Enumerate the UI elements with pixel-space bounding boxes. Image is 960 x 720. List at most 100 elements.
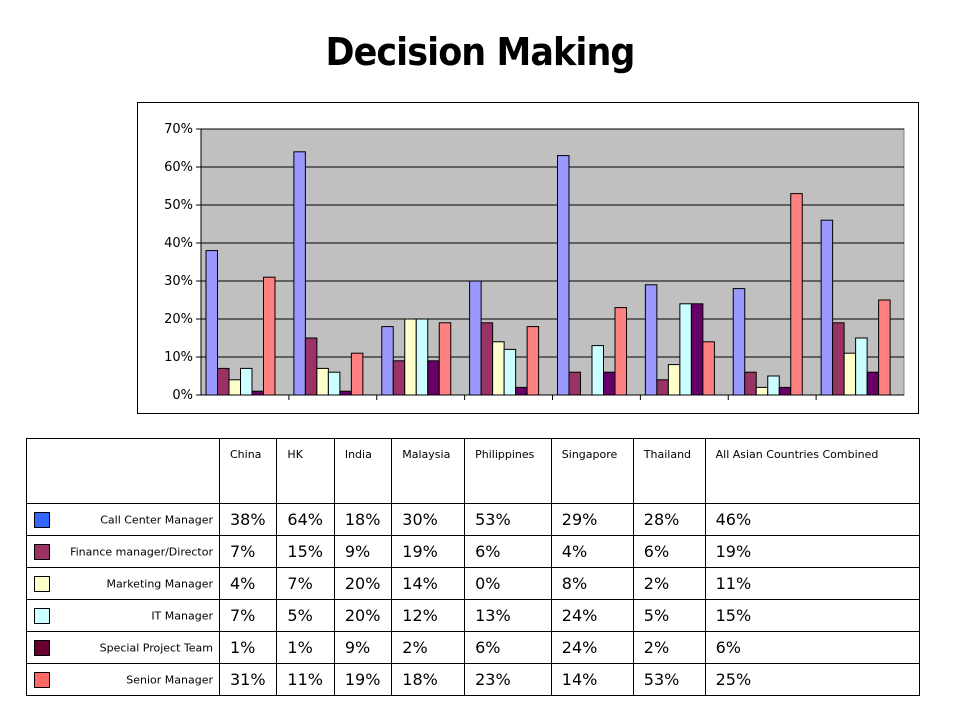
data-label: 2% (632, 631, 706, 664)
chart-title: Decision Making (325, 30, 635, 74)
bar (568, 371, 581, 396)
data-label: 9% (333, 535, 393, 568)
data-label: 20% (333, 567, 393, 600)
column-header: India (333, 438, 393, 504)
legend-swatch (34, 639, 50, 656)
bar (327, 371, 341, 396)
row-label-cell: IT Manager (26, 599, 220, 632)
data-label: 11% (276, 663, 335, 696)
bar (732, 288, 746, 396)
bar (644, 284, 658, 396)
bar (251, 390, 264, 396)
bar (855, 337, 868, 396)
table-corner (26, 438, 220, 504)
data-label: 5% (632, 599, 706, 632)
column-header: All Asian Countries Combined (704, 438, 921, 504)
bar (679, 303, 692, 396)
bar (438, 322, 452, 396)
bar (392, 360, 406, 396)
bar (427, 360, 440, 396)
y-tick-label: 40% (164, 236, 193, 251)
row-label-cell: Senior Manager (26, 663, 220, 696)
data-label: 5% (276, 599, 335, 632)
series-label: Special Project Team (99, 641, 213, 654)
row-label-cell: Special Project Team (26, 631, 220, 664)
data-label: 19% (333, 663, 393, 696)
bar (866, 371, 880, 396)
table-row: IT Manager 7% 5% 20% 12% 13% 24% 5% 15% (26, 599, 921, 632)
bar (557, 155, 570, 396)
table-row: Call Center Manager 38% 64% 18% 30% 53% 29% 28%… (26, 503, 921, 536)
row-label-cell: Call Center Manager (26, 503, 220, 536)
bar (515, 386, 528, 396)
table-row: Marketing Manager 4% 7% 20% 14% 0% 8% 2% 11% (26, 567, 921, 600)
bar (755, 386, 769, 396)
data-label: 2% (632, 567, 706, 600)
data-label: 8% (550, 567, 634, 600)
row-label-cell: Finance manager/Director (26, 535, 220, 568)
bar (702, 341, 715, 396)
data-label: 14% (550, 663, 634, 696)
data-label: 19% (391, 535, 466, 568)
bar (614, 307, 627, 396)
bar (767, 375, 780, 396)
data-label: 12% (391, 599, 466, 632)
bar (832, 322, 845, 396)
data-label: 31% (218, 663, 278, 696)
y-tick-label: 60% (164, 160, 193, 175)
data-label: 2% (391, 631, 466, 664)
y-tick-label: 20% (164, 312, 193, 327)
series-label: IT Manager (151, 609, 213, 622)
bar (217, 367, 230, 396)
column-header: Singapore (550, 438, 634, 504)
bar (339, 390, 352, 396)
bar (690, 303, 704, 396)
bar (316, 367, 329, 396)
data-label: 11% (704, 567, 921, 600)
series-label: Marketing Manager (106, 577, 213, 590)
data-label: 28% (632, 503, 706, 536)
bar (404, 318, 417, 396)
y-tick-label: 30% (164, 274, 193, 289)
data-label: 4% (550, 535, 634, 568)
bar (415, 318, 429, 396)
bar-chart: 0% 10% 20% 30% 40% 50% 60% 70% (164, 122, 905, 403)
data-label: 46% (704, 503, 921, 536)
series-label: Finance manager/Director (70, 545, 213, 558)
data-label: 13% (464, 599, 552, 632)
table-row: Senior Manager 31% 11% 19% 18% 23% 14% 53% 25% (26, 663, 921, 696)
bar (381, 326, 394, 396)
bar (263, 276, 276, 396)
bar (820, 219, 834, 396)
bar (878, 299, 891, 396)
column-header: HK (276, 438, 335, 504)
data-label: 18% (391, 663, 466, 696)
column-header: Philippines (464, 438, 552, 504)
legend-swatch (34, 671, 50, 688)
table-row: Special Project Team 1% 1% 9% 2% 6% 24% 2% 6% (26, 631, 921, 664)
plot-area (200, 128, 905, 396)
data-label: 6% (704, 631, 921, 664)
data-label: 29% (550, 503, 634, 536)
data-label: 15% (276, 535, 335, 568)
data-label: 15% (704, 599, 921, 632)
data-label: 6% (464, 535, 552, 568)
data-label: 24% (550, 631, 634, 664)
bar (526, 326, 540, 396)
data-label: 7% (276, 567, 335, 600)
chart-frame: 0% 10% 20% 30% 40% 50% 60% 70% (137, 102, 919, 414)
bar (503, 348, 517, 396)
data-label: 6% (632, 535, 706, 568)
data-label: 9% (333, 631, 393, 664)
bar (656, 379, 669, 396)
bar (591, 345, 604, 396)
column-header: China (218, 438, 278, 504)
row-label-cell: Marketing Manager (26, 567, 220, 600)
data-label: 53% (632, 663, 706, 696)
bar (667, 364, 681, 396)
data-label: 7% (218, 535, 278, 568)
bar (790, 193, 803, 396)
table-header-row: China HK India Malaysia Philippines Singapore… (26, 438, 921, 504)
data-label: 1% (276, 631, 335, 664)
data-label: 4% (218, 567, 278, 600)
